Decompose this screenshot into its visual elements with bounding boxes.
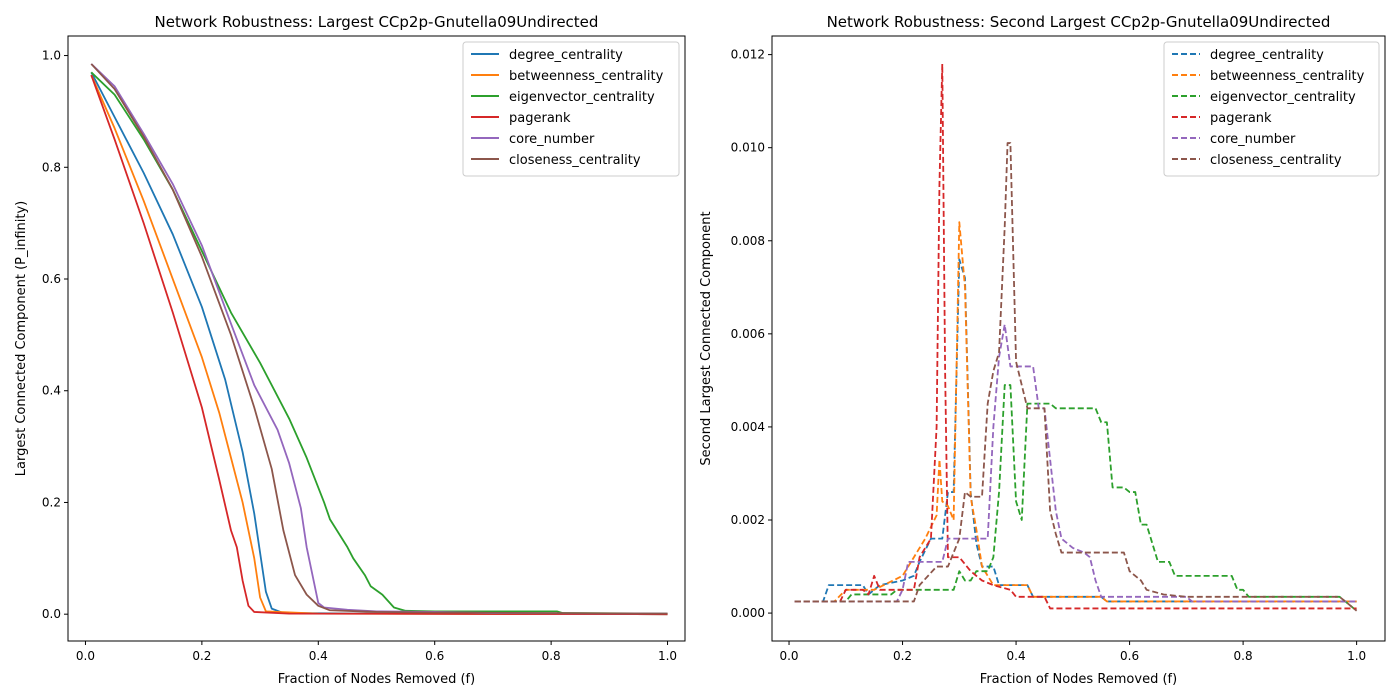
y-tick-label: 0.012 — [731, 48, 765, 62]
y-tick-label: 0.8 — [42, 160, 61, 174]
x-tick-label: 0.2 — [893, 649, 912, 663]
y-tick-label: 0.000 — [731, 606, 765, 620]
series-lines — [90, 63, 668, 616]
x-tick-label: 0.4 — [1007, 649, 1026, 663]
x-tick-label: 0.0 — [76, 649, 95, 663]
y-tick-label: 0.008 — [731, 234, 765, 248]
x-axis-label: Fraction of Nodes Removed (f) — [278, 672, 475, 687]
x-axis-label: Fraction of Nodes Removed (f) — [980, 672, 1177, 687]
x-tick-label: 0.6 — [425, 649, 444, 663]
y-tick-label: 0.0 — [42, 607, 61, 621]
y-tick-label: 0.6 — [42, 272, 61, 286]
series-line-closeness-centrality — [794, 142, 1358, 612]
x-tick-label: 0.4 — [309, 649, 328, 663]
legend-label: degree_centrality — [509, 48, 623, 63]
x-tick-label: 0.8 — [542, 649, 561, 663]
legend-label: pagerank — [1210, 111, 1272, 126]
legend-label: betweenness_centrality — [509, 69, 664, 84]
series-line-pagerank — [794, 63, 1357, 610]
legend-label: pagerank — [509, 111, 571, 126]
series-line-eigenvector-centrality — [794, 384, 1358, 612]
y-tick-label: 1.0 — [42, 49, 61, 63]
series-line-closeness-centrality — [90, 63, 668, 615]
series-line-core-number — [794, 323, 1357, 603]
x-tick-label: 1.0 — [1347, 649, 1366, 663]
legend-label: core_number — [509, 132, 595, 147]
y-axis-label: Largest Connected Component (P_infinity) — [14, 201, 29, 476]
chart-title: Network Robustness: Second Largest CCp2p… — [827, 13, 1331, 31]
legend-label: closeness_centrality — [1210, 153, 1342, 168]
y-tick-label: 0.002 — [731, 513, 765, 527]
chart-title: Network Robustness: Largest CCp2p-Gnutel… — [155, 13, 599, 31]
legend: degree_centrality betweenness_centralitye… — [1163, 41, 1380, 177]
y-tick-label: 0.010 — [731, 141, 765, 155]
x-tick-label: 0.6 — [1120, 649, 1139, 663]
y-tick-label: 0.2 — [42, 495, 61, 509]
y-tick-label: 0.4 — [42, 384, 61, 398]
x-tick-label: 0.0 — [779, 649, 798, 663]
legend-box — [1163, 41, 1380, 177]
chart-second-largest-cc: 0.0 0.2 0.4 0.6 0.8 1.0 0.000 0.002 0.004 0.006 0.… — [699, 13, 1386, 687]
legend-label: eigenvector_centrality — [509, 90, 655, 105]
x-tick-label: 0.8 — [1234, 649, 1253, 663]
series-line-pagerank — [90, 74, 668, 616]
series-lines — [794, 63, 1358, 612]
series-line-betweenness-centrality — [90, 74, 668, 616]
legend: degree_centrality betweenness_centralitye… — [462, 41, 680, 177]
legend-label: betweenness_centrality — [1210, 69, 1365, 84]
y-axis-label: Second Largest Connected Component — [699, 211, 714, 465]
legend-label: eigenvector_centrality — [1210, 90, 1356, 105]
x-tick-label: 0.2 — [192, 649, 211, 663]
series-line-betweenness-centrality — [794, 221, 1357, 603]
legend-label: degree_centrality — [1210, 48, 1324, 63]
legend-label: core_number — [1210, 132, 1296, 147]
chart-largest-cc: 0.0 0.2 0.4 0.6 0.8 1.0 0.0 0.2 0.4 0.6 0.8 1.0 Netw… — [14, 13, 686, 687]
y-tick-label: 0.006 — [731, 327, 765, 341]
y-tick-label: 0.004 — [731, 420, 765, 434]
legend-box — [462, 41, 680, 177]
x-tick-label: 1.0 — [658, 649, 677, 663]
legend-label: closeness_centrality — [509, 153, 641, 168]
